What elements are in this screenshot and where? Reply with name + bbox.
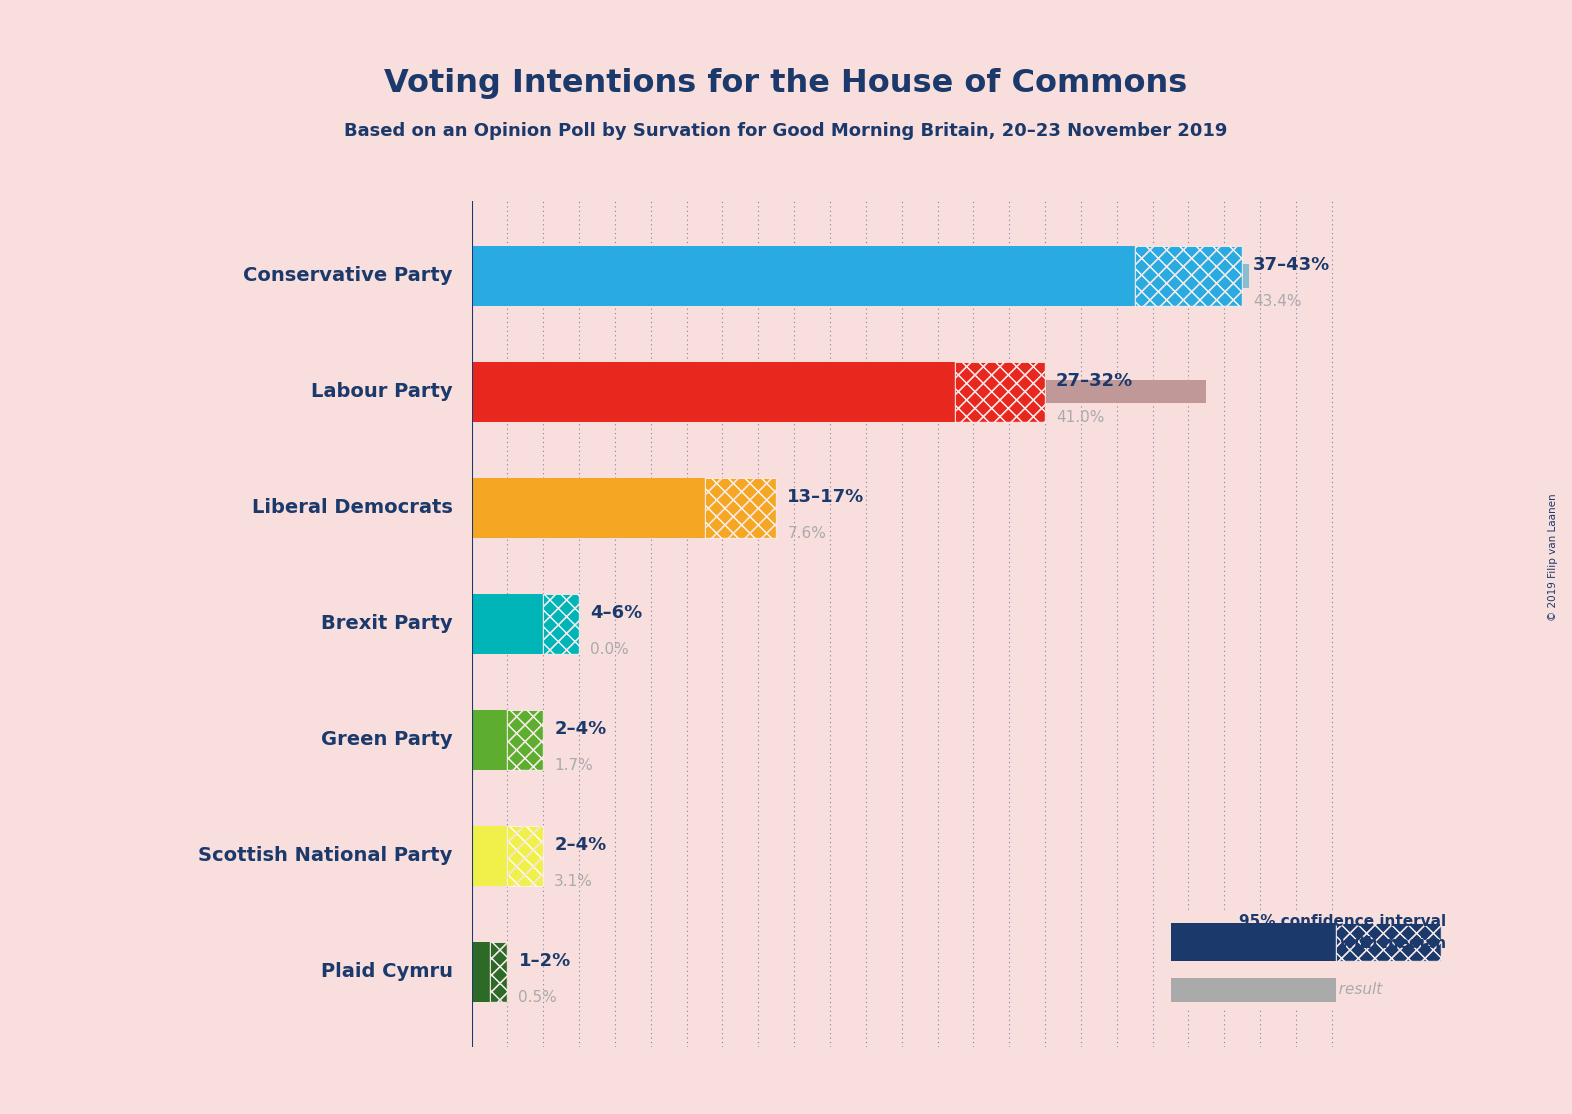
Text: 3.1%: 3.1%: [555, 873, 593, 889]
Bar: [1336, 922, 1440, 960]
Bar: [1135, 246, 1242, 306]
Text: Voting Intentions for the House of Commons: Voting Intentions for the House of Commo…: [385, 68, 1187, 99]
Text: 2–4%: 2–4%: [555, 837, 607, 854]
Bar: [544, 594, 578, 654]
Bar: [472, 380, 1206, 403]
Text: 0.0%: 0.0%: [590, 642, 629, 657]
Text: 41.0%: 41.0%: [1056, 410, 1105, 424]
Text: 43.4%: 43.4%: [1253, 294, 1302, 309]
Bar: [472, 478, 704, 538]
Bar: [1336, 922, 1440, 960]
Text: Green Party: Green Party: [321, 731, 453, 750]
Bar: [1135, 246, 1242, 306]
Bar: [472, 960, 481, 984]
Text: Labour Party: Labour Party: [311, 382, 453, 401]
Text: 27–32%: 27–32%: [1056, 372, 1133, 390]
Bar: [544, 594, 578, 654]
Bar: [489, 941, 508, 1001]
Bar: [472, 941, 489, 1001]
Text: with median: with median: [1339, 936, 1446, 951]
Text: 4–6%: 4–6%: [590, 605, 643, 623]
Bar: [1171, 922, 1336, 960]
Text: Brexit Party: Brexit Party: [321, 614, 453, 634]
Text: Last result: Last result: [1302, 981, 1382, 997]
Bar: [704, 478, 777, 538]
Text: © 2019 Filip van Laanen: © 2019 Filip van Laanen: [1548, 494, 1558, 620]
Bar: [472, 825, 508, 886]
Bar: [508, 710, 544, 770]
Text: 0.5%: 0.5%: [519, 990, 556, 1005]
Text: 1–2%: 1–2%: [519, 952, 571, 970]
Bar: [472, 362, 956, 422]
Text: 37–43%: 37–43%: [1253, 256, 1330, 274]
Bar: [508, 825, 544, 886]
Text: Liberal Democrats: Liberal Democrats: [252, 498, 453, 517]
Bar: [472, 710, 508, 770]
Text: 95% confidence interval: 95% confidence interval: [1239, 913, 1446, 929]
Text: 2–4%: 2–4%: [555, 721, 607, 739]
Bar: [472, 264, 1250, 287]
Bar: [472, 729, 501, 752]
Text: Based on an Opinion Poll by Survation for Good Morning Britain, 20–23 November 2: Based on an Opinion Poll by Survation fo…: [344, 123, 1228, 140]
Bar: [489, 941, 508, 1001]
Text: 13–17%: 13–17%: [788, 488, 865, 507]
Bar: [472, 594, 544, 654]
Bar: [956, 362, 1045, 422]
Bar: [956, 362, 1045, 422]
Text: 1.7%: 1.7%: [555, 758, 593, 773]
Text: Scottish National Party: Scottish National Party: [198, 847, 453, 866]
Bar: [508, 710, 544, 770]
Text: Conservative Party: Conservative Party: [244, 266, 453, 285]
Bar: [508, 825, 544, 886]
Text: Plaid Cymru: Plaid Cymru: [321, 962, 453, 981]
Bar: [472, 246, 1135, 306]
Text: 7.6%: 7.6%: [788, 526, 827, 541]
Bar: [704, 478, 777, 538]
Bar: [472, 844, 527, 868]
Bar: [472, 496, 608, 519]
Bar: [1171, 978, 1336, 1003]
